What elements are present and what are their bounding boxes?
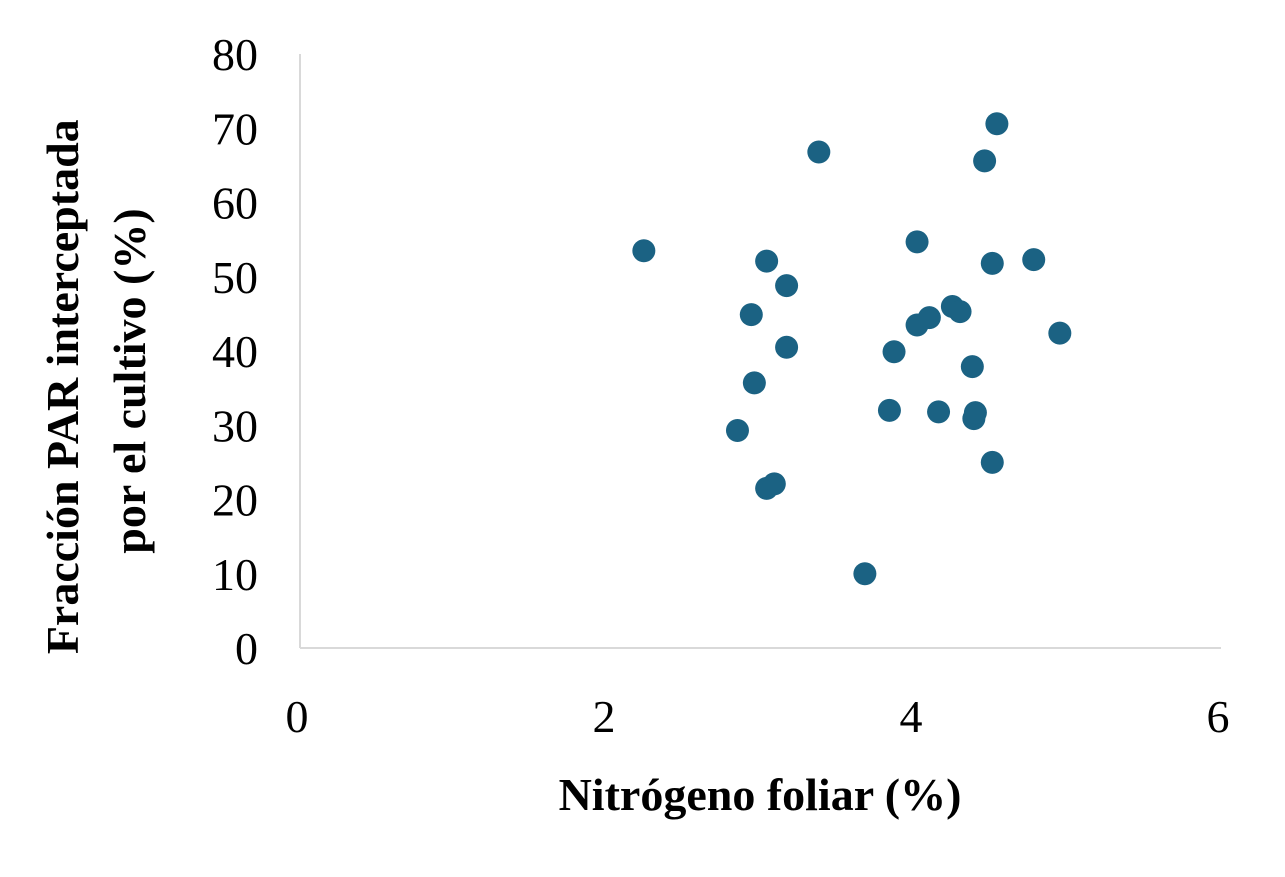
x-tick-label: 2: [593, 691, 616, 742]
x-axis-title: Nitrógeno foliar (%): [559, 769, 962, 820]
data-point: [632, 239, 656, 263]
y-tick-label: 50: [212, 252, 258, 303]
data-points: [632, 112, 1072, 586]
x-tick-label: 0: [286, 691, 309, 742]
data-point: [775, 335, 799, 359]
data-point: [973, 149, 997, 173]
data-point: [725, 418, 749, 442]
data-point: [807, 140, 831, 164]
y-tick-label: 0: [235, 623, 258, 674]
data-point: [963, 401, 987, 425]
y-tick-label: 30: [212, 400, 258, 451]
y-tick-labels: 0 10 20 30 40 50 60 70 80: [212, 29, 258, 674]
data-point: [775, 274, 799, 298]
data-point: [905, 230, 929, 254]
data-point: [927, 400, 951, 424]
x-tick-labels: 0 2 4 6: [286, 691, 1230, 742]
data-point: [985, 112, 1009, 136]
data-point: [739, 303, 763, 327]
data-point: [755, 249, 779, 273]
axes: [299, 54, 1221, 649]
data-point: [882, 340, 906, 364]
y-tick-label: 20: [212, 475, 258, 526]
data-point: [948, 300, 972, 324]
data-point: [980, 251, 1004, 275]
data-point: [742, 371, 766, 395]
y-tick-label: 60: [212, 178, 258, 229]
data-point: [960, 355, 984, 379]
y-axis-title-line-1: Fracción PAR interceptada: [37, 119, 88, 654]
data-point: [762, 472, 786, 496]
y-tick-label: 10: [212, 549, 258, 600]
y-axis-title: Fracción PAR interceptada por el cultivo…: [37, 108, 155, 654]
data-point: [1048, 321, 1072, 345]
data-point: [917, 306, 941, 330]
data-point: [853, 562, 877, 586]
x-tick-label: 4: [900, 691, 923, 742]
data-point: [877, 398, 901, 422]
y-tick-label: 80: [212, 29, 258, 80]
y-tick-label: 40: [212, 326, 258, 377]
y-axis-title-line-2: por el cultivo (%): [104, 208, 155, 553]
data-point: [1022, 248, 1046, 272]
data-point: [980, 450, 1004, 474]
x-tick-label: 6: [1207, 691, 1230, 742]
y-tick-label: 70: [212, 103, 258, 154]
